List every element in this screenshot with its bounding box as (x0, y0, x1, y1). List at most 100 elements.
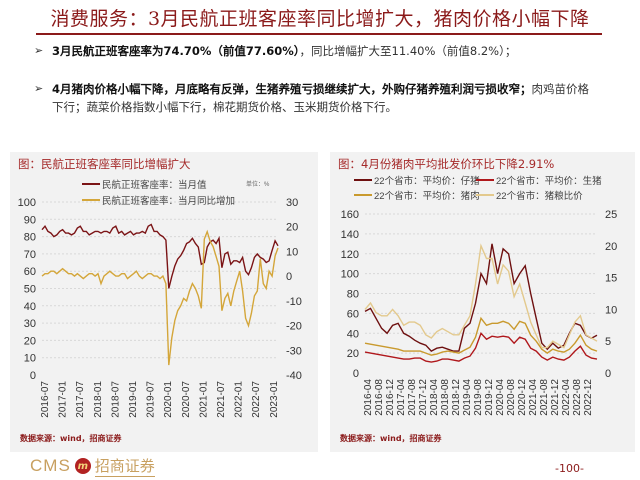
page-number: -100- (555, 462, 584, 475)
legend-label: 22个省市：平均价：猪肉 (374, 190, 480, 202)
x-tick-label: 2019-04 (462, 379, 473, 416)
x-tick-label: 2019-08 (473, 379, 484, 416)
x-tick-label: 2020-08 (506, 379, 517, 416)
x-tick-label: 2021-01 (198, 381, 209, 418)
legend-label: 22个省市：平均价：生猪 (496, 175, 602, 187)
x-tick-label: 2017-07 (75, 381, 86, 418)
x-tick-label: 2021-12 (550, 379, 561, 416)
y2-tick-label: 5 (605, 336, 611, 348)
y-tick-label: 100 (341, 269, 359, 281)
y2-tick-label: 25 (605, 209, 617, 221)
y-tick-label: 20 (24, 335, 36, 347)
y2-tick-label: -40 (286, 370, 302, 382)
x-tick-label: 2019-07 (146, 381, 157, 418)
logo-emblem-icon: m (74, 458, 91, 474)
x-tick-label: 2023-01 (269, 381, 280, 418)
logo-cn: 招商证券 (94, 457, 155, 477)
page-title: 消费服务：3月民航正班客座率同比增扩大，猪肉价格小幅下降 (50, 8, 590, 30)
y2-tick-label: 0 (605, 368, 611, 380)
y2-tick-label: -10 (286, 296, 302, 308)
arrow-bullet-icon: ➢ (34, 44, 44, 57)
x-tick-label: 2017-12 (418, 379, 429, 416)
x-tick-label: 2016-07 (40, 381, 51, 418)
bullet-text: ，同比增幅扩大至11.40%（前值8.2%）； (299, 44, 517, 58)
x-tick-label: 2020-12 (517, 379, 528, 416)
x-tick-label: 2016-08 (374, 379, 385, 416)
series-line (364, 243, 598, 349)
x-tick-label: 2016-12 (385, 379, 396, 416)
x-tick-label: 2018-12 (451, 379, 462, 416)
x-tick-label: 2017-04 (396, 379, 407, 416)
title-divider (36, 33, 602, 35)
cms-logo: CMS m 招商证券 (30, 455, 155, 477)
chart-title: 图：4月份猪肉平均批发价环比下降2.91% (338, 157, 555, 171)
bullet-text: 肉鸡苗价格下行；蔬菜价格指数小幅下行，棉花期货价格、玉米期货价格下行。 (52, 82, 589, 114)
y2-tick-label: 10 (605, 304, 617, 316)
y-tick-label: 40 (24, 301, 36, 313)
legend-label: 22个省市：猪粮比价 (496, 190, 583, 202)
y-tick-label: 20 (347, 348, 359, 360)
x-tick-label: 2022-04 (561, 379, 572, 416)
x-tick-label: 2018-04 (429, 379, 440, 416)
y-tick-label: 10 (24, 353, 36, 365)
x-tick-label: 2022-07 (251, 381, 262, 418)
x-tick-label: 2020-01 (163, 381, 174, 418)
y-tick-label: 0 (30, 370, 36, 382)
y-tick-label: 140 (341, 229, 359, 241)
bullet-bold: 3月民航正班客座率为74.70%（前值77.60%） (52, 44, 300, 58)
y2-tick-label: 20 (605, 241, 617, 253)
bullet-bold: 4月猪肉价格小幅下降，月底略有反弹，生猪养殖亏损继续扩大，外购仔猪养殖利润亏损收… (52, 82, 532, 96)
y-tick-label: 30 (24, 318, 36, 330)
x-tick-label: 2017-08 (407, 379, 418, 416)
chart-title: 图：民航正班客座率同比增幅扩大 (18, 157, 191, 171)
chart-panel-pork: 图：4月份猪肉平均批发价环比下降2.91% 0 20 40 60 80 100 120 140… (330, 152, 635, 452)
x-tick-label: 2020-04 (495, 379, 506, 416)
x-tick-label: 2022-01 (234, 381, 245, 418)
y2-tick-label: 20 (286, 222, 298, 234)
y2-tick-label: 10 (286, 246, 298, 258)
chart-source: 数据来源：wind，招商证券 (20, 434, 122, 443)
legend-label: 22个省市：平均价：仔猪 (374, 175, 480, 187)
x-tick-label: 2018-07 (110, 381, 121, 418)
x-tick-label: 2019-01 (128, 381, 139, 418)
y2-tick-label: -20 (286, 321, 302, 333)
y-tick-label: 60 (347, 308, 359, 320)
legend-label: 民航正班客座率：当月同比增加 (102, 195, 235, 207)
x-tick-label: 2022-12 (583, 379, 594, 416)
y-tick-label: 60 (24, 266, 36, 278)
x-tick-label: 2019-12 (484, 379, 495, 416)
y-tick-label: 80 (24, 232, 36, 244)
legend-label: 民航正班客座率：当月值 (102, 179, 207, 191)
series-line (41, 229, 279, 366)
bullet-air-seat-rate: ➢ 3月民航正班客座率为74.70%（前值77.60%），同比增幅扩大至11.4… (34, 42, 592, 60)
x-tick-label: 2018-08 (440, 379, 451, 416)
air-seat-chart: 0 10 20 30 40 50 60 70 80 90 100 -40 -30 -20 -10 0 10 20 3… (18, 179, 302, 418)
x-tick-label: 2020-07 (181, 381, 192, 418)
arrow-bullet-icon: ➢ (34, 82, 44, 95)
x-tick-label: 2021-07 (216, 381, 227, 418)
y-tick-label: 80 (347, 289, 359, 301)
x-tick-label: 2021-08 (539, 379, 550, 416)
series-line (364, 243, 598, 352)
chart-source: 数据来源：wind，招商证券 (340, 434, 442, 443)
y2-tick-label: 15 (605, 273, 617, 285)
y2-tick-label: 30 (286, 197, 298, 209)
series-line (41, 223, 279, 289)
series-line (364, 331, 598, 363)
unit-note: 单位：% (246, 180, 270, 188)
y-tick-label: 50 (24, 284, 36, 296)
x-tick-label: 2017-01 (58, 381, 69, 418)
y-tick-label: 160 (341, 209, 359, 221)
x-tick-label: 2016-04 (363, 379, 374, 416)
y-tick-label: 100 (18, 197, 36, 209)
x-tick-label: 2022-08 (572, 379, 583, 416)
x-tick-label: 2018-01 (93, 381, 104, 418)
bullet-pork-price: ➢ 4月猪肉价格小幅下降，月底略有反弹，生猪养殖亏损继续扩大，外购仔猪养殖利润亏… (34, 80, 592, 116)
x-tick-label: 2021-04 (528, 379, 539, 416)
y-tick-label: 120 (341, 249, 359, 261)
logo-text: CMS (30, 456, 71, 475)
y2-tick-label: -30 (286, 345, 302, 357)
y-tick-label: 40 (347, 328, 359, 340)
y-tick-label: 70 (24, 249, 36, 261)
